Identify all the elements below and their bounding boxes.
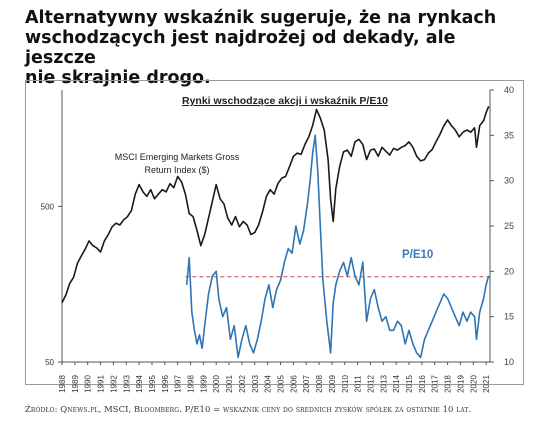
x-axis-tick-label: 1997 <box>174 375 183 393</box>
headline-line-2: wschodzących jest najdrożej od dekady, a… <box>25 28 456 68</box>
right-axis-tick-label: 35 <box>504 130 514 140</box>
x-axis-tick-label: 1993 <box>122 375 131 393</box>
left-axis-tick-label: 500 <box>41 202 55 211</box>
headline-line-1: Alternatywny wskaźnik sugeruje, że na ry… <box>25 8 497 28</box>
x-axis-tick-label: 2018 <box>444 375 453 393</box>
x-axis-tick-label: 1990 <box>84 375 93 393</box>
index-series-label-line-2: Return Index ($) <box>144 165 209 175</box>
x-axis-tick-label: 2011 <box>354 375 363 393</box>
x-axis-tick-label: 2005 <box>276 375 285 393</box>
x-axis-tick-label: 2004 <box>264 375 273 393</box>
headline: Alternatywny wskaźnik sugeruje, że na ry… <box>25 8 525 88</box>
x-axis-tick-label: 1991 <box>97 375 106 393</box>
x-axis-tick-label: 2006 <box>289 375 298 393</box>
headline-line-3: nie skrajnie drogo. <box>25 68 211 88</box>
right-axis-tick-label: 15 <box>504 312 514 322</box>
right-axis-tick-label: 20 <box>504 266 514 276</box>
x-axis-tick-label: 1994 <box>135 375 144 393</box>
index-series-line <box>61 105 490 304</box>
x-axis-tick-label: 2014 <box>392 375 401 393</box>
x-axis-tick-label: 2012 <box>366 375 375 393</box>
x-axis-tick-label: 2017 <box>431 375 440 393</box>
x-axis-tick-label: 2008 <box>315 375 324 393</box>
x-axis-tick-label: 1996 <box>161 375 170 393</box>
x-axis-tick-label: 2009 <box>328 375 337 393</box>
x-axis-tick-label: 2013 <box>379 375 388 393</box>
x-axis-tick-label: 2002 <box>238 375 247 393</box>
right-axis-tick-label: 30 <box>504 176 514 186</box>
x-axis-tick-label: 2010 <box>341 375 350 393</box>
index-series-label-line-1: MSCI Emerging Markets Gross <box>115 152 240 162</box>
chart-frame <box>25 80 524 385</box>
x-axis-tick-label: 2021 <box>482 375 491 393</box>
x-axis-tick-label: 2015 <box>405 375 414 393</box>
x-axis-tick-label: 1989 <box>71 375 80 393</box>
x-axis-tick-label: 2001 <box>225 375 234 393</box>
x-axis-tick-label: 2019 <box>456 375 465 393</box>
left-axis-tick-label: 50 <box>45 358 54 367</box>
chart-title: Rynki wschodzące akcji i wskaźnik P/E10 <box>182 95 388 107</box>
right-axis-tick-label: 25 <box>504 221 514 231</box>
x-axis-tick-label: 2003 <box>251 375 260 393</box>
x-axis-tick-label: 1992 <box>109 375 118 393</box>
pe10-series-label: P/E10 <box>402 249 433 261</box>
pe10-series-line <box>185 134 490 359</box>
x-axis-tick-label: 2007 <box>302 375 311 393</box>
x-axis-tick-label: 1988 <box>58 375 67 393</box>
x-axis-tick-label: 2000 <box>212 375 221 393</box>
x-axis-tick-label: 1995 <box>148 375 157 393</box>
x-axis-tick-label: 2020 <box>469 375 478 393</box>
right-axis-tick-label: 10 <box>504 357 514 367</box>
source-note: Źródło: Qnews.pl, MSCI, Bloomberg. P/E10… <box>25 404 472 414</box>
x-axis-tick-label: 1999 <box>199 375 208 393</box>
right-axis-tick-label: 40 <box>504 85 514 95</box>
x-axis-tick-label: 1998 <box>187 375 196 393</box>
x-axis-tick-label: 2016 <box>418 375 427 393</box>
